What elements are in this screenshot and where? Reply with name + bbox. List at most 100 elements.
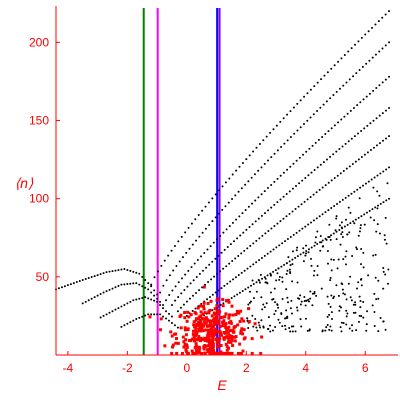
curve-point <box>177 240 180 243</box>
curve-point <box>227 201 230 204</box>
curve-point <box>224 205 227 208</box>
scatter-point <box>276 303 279 306</box>
curve-point <box>241 290 244 293</box>
arc-point <box>170 315 173 318</box>
curve-point <box>214 216 217 219</box>
curve-point <box>341 198 344 201</box>
scatter-point <box>277 267 280 270</box>
cluster-point <box>208 346 212 350</box>
curve-point <box>160 264 163 267</box>
curve-point <box>180 235 183 238</box>
curve-point <box>336 174 339 177</box>
arc-point <box>132 282 135 285</box>
curve-point <box>182 303 185 306</box>
cluster-point <box>227 300 231 304</box>
arc-point <box>126 322 129 325</box>
scatter-point <box>348 231 351 234</box>
arc-point <box>120 325 123 328</box>
cluster-point <box>234 313 238 317</box>
curve-point <box>238 291 241 294</box>
curve-point <box>388 10 391 13</box>
curve-point <box>278 244 281 247</box>
scatter-point <box>356 287 359 290</box>
cluster-point <box>182 340 186 344</box>
scatter-point <box>373 310 376 313</box>
arc-point <box>153 299 156 302</box>
scatter-point <box>299 303 302 306</box>
curve-point <box>360 155 363 158</box>
curve-point <box>306 92 309 95</box>
scatter-point <box>355 329 358 332</box>
curve-point <box>165 279 168 282</box>
curve-point <box>190 266 193 269</box>
scatter-point <box>309 290 312 293</box>
curve-point <box>187 226 190 229</box>
scatter-point <box>337 258 340 261</box>
scatter-point <box>252 325 255 328</box>
cluster-point <box>215 309 219 313</box>
arc-point <box>144 286 147 289</box>
cluster-point <box>224 326 228 330</box>
curve-point <box>348 78 351 81</box>
curve-point <box>272 248 275 251</box>
cluster-point <box>193 345 197 349</box>
cluster-point <box>180 351 184 355</box>
cluster-point <box>176 341 180 345</box>
curve-point <box>215 238 218 241</box>
curve-point <box>248 226 251 229</box>
cluster-point <box>195 322 199 326</box>
scatter-point <box>340 221 343 224</box>
scatter-point <box>345 250 348 253</box>
curve-point <box>258 237 261 240</box>
y-tick-label: 100 <box>29 192 49 206</box>
curve-point <box>357 158 360 161</box>
curve-point <box>342 84 345 87</box>
curve-point <box>208 296 211 299</box>
arc-point <box>141 285 144 288</box>
curve-point <box>236 237 239 240</box>
curve-point <box>326 71 329 74</box>
arc-point <box>111 310 114 313</box>
scatter-point <box>300 300 303 303</box>
arc-point <box>147 288 150 291</box>
cluster-point <box>183 326 187 330</box>
cluster-point <box>227 340 231 344</box>
y-tick-label: 200 <box>29 35 49 49</box>
arc-point <box>129 300 132 303</box>
scatter-point <box>329 279 332 282</box>
arc-point <box>99 273 102 276</box>
cluster-point <box>204 337 208 341</box>
curve-point <box>354 43 357 46</box>
cluster-point <box>197 322 201 326</box>
scatter-point <box>303 296 306 299</box>
curve-point <box>244 208 247 211</box>
scatter-point <box>355 246 358 249</box>
curve-point <box>330 179 333 182</box>
x-tick-label: 6 <box>362 361 369 375</box>
scatter-point <box>285 262 288 265</box>
scatter-point <box>339 326 342 329</box>
scatter-point <box>332 258 335 261</box>
scatter-point <box>247 303 250 306</box>
curve-point <box>165 299 168 302</box>
arc-point <box>167 319 170 322</box>
arc-point <box>123 324 126 327</box>
curve-point <box>289 110 292 113</box>
scatter-point <box>352 311 355 314</box>
curve-point <box>232 278 235 281</box>
arc-point <box>173 324 176 327</box>
scatter-point <box>315 294 318 297</box>
curve-point <box>226 245 229 248</box>
curve-point <box>251 223 254 226</box>
cluster-point <box>183 328 187 332</box>
curve-point <box>338 200 341 203</box>
scatter-point <box>358 295 361 298</box>
cluster-point <box>227 346 231 350</box>
scatter-point <box>349 296 352 299</box>
scatter-point <box>387 268 390 271</box>
cluster-point <box>216 345 220 349</box>
scatter-point <box>281 325 284 328</box>
cluster-point <box>241 332 245 336</box>
scatter-point <box>352 303 355 306</box>
curve-point <box>343 53 346 56</box>
